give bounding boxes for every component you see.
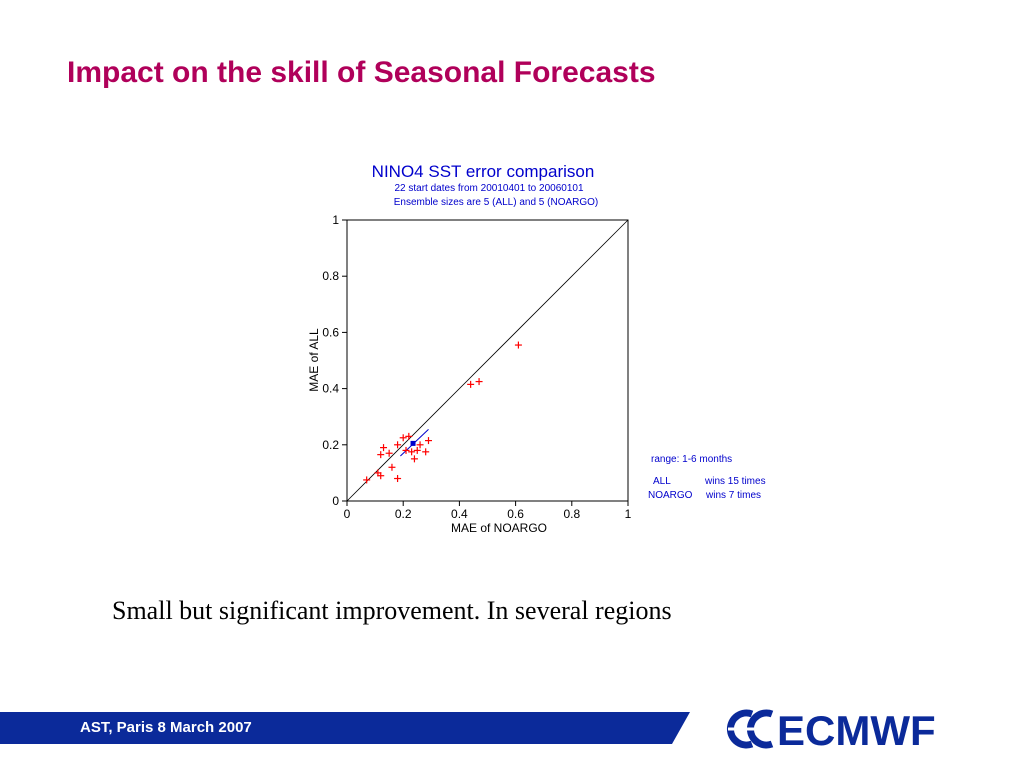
y-tick-label: 0.8 xyxy=(322,269,339,283)
all-label: ALL xyxy=(653,476,671,487)
data-point xyxy=(475,378,483,386)
x-tick-label: 0 xyxy=(344,507,351,521)
data-point xyxy=(394,475,402,483)
x-tick-label: 0.8 xyxy=(563,507,580,521)
y-tick-label: 0.6 xyxy=(322,325,339,339)
data-points xyxy=(363,341,522,484)
data-point xyxy=(422,448,430,456)
data-point xyxy=(402,446,410,454)
summary-statement: Small but significant improvement. In se… xyxy=(112,596,672,625)
y-tick-label: 0 xyxy=(332,494,339,508)
data-point xyxy=(380,444,388,452)
mean-point xyxy=(410,440,416,446)
chart-title: NINO4 SST error comparison xyxy=(372,162,595,181)
data-point xyxy=(377,451,385,459)
data-point xyxy=(416,441,424,449)
data-point xyxy=(385,449,393,457)
data-point xyxy=(377,472,385,480)
chart-svg: NINO4 SST error comparison 22 start date… xyxy=(307,162,766,535)
scatter-chart: NINO4 SST error comparison 22 start date… xyxy=(307,162,766,535)
noargo-label: NOARGO xyxy=(648,490,693,501)
x-tick-label: 1 xyxy=(625,507,632,521)
axis-ticks: 0 0.2 0.4 0.6 0.8 1 0 0.2 0.4 0.6 0.8 1 xyxy=(322,213,631,521)
chart-subtitle-1: 22 start dates from 20010401 to 20060101 xyxy=(394,183,583,194)
slide-title: Impact on the skill of Seasonal Forecast… xyxy=(67,56,656,89)
data-point xyxy=(388,463,396,471)
data-point xyxy=(399,434,407,442)
noargo-wins: wins 7 times xyxy=(705,490,761,501)
diagonal-line xyxy=(346,219,629,502)
footer-text: AST, Paris 8 March 2007 xyxy=(80,719,252,736)
y-tick-label: 0.4 xyxy=(322,382,339,396)
data-point xyxy=(514,341,522,349)
data-point xyxy=(410,455,418,463)
chart-subtitle-2: Ensemble sizes are 5 (ALL) and 5 (NOARGO… xyxy=(394,197,599,208)
data-point xyxy=(467,380,475,388)
y-axis-label: MAE of ALL xyxy=(307,328,321,392)
x-tick-label: 0.2 xyxy=(395,507,412,521)
data-point xyxy=(408,448,416,456)
all-wins: wins 15 times xyxy=(704,476,766,487)
x-axis-label: MAE of NOARGO xyxy=(451,521,547,535)
x-tick-label: 0.6 xyxy=(507,507,524,521)
plot-frame xyxy=(346,219,629,502)
y-tick-label: 0.2 xyxy=(322,438,339,452)
data-point xyxy=(405,432,413,440)
data-point xyxy=(424,437,432,445)
y-tick-label: 1 xyxy=(332,213,339,227)
ecmwf-logo-text: ECMWF xyxy=(777,707,936,753)
data-point xyxy=(394,441,402,449)
x-tick-label: 0.4 xyxy=(451,507,468,521)
footer-bar xyxy=(0,712,690,744)
ecmwf-logo: ECMWF xyxy=(727,707,936,753)
data-point xyxy=(363,476,371,484)
range-annotation: range: 1-6 months xyxy=(651,454,732,465)
data-point xyxy=(413,446,421,454)
